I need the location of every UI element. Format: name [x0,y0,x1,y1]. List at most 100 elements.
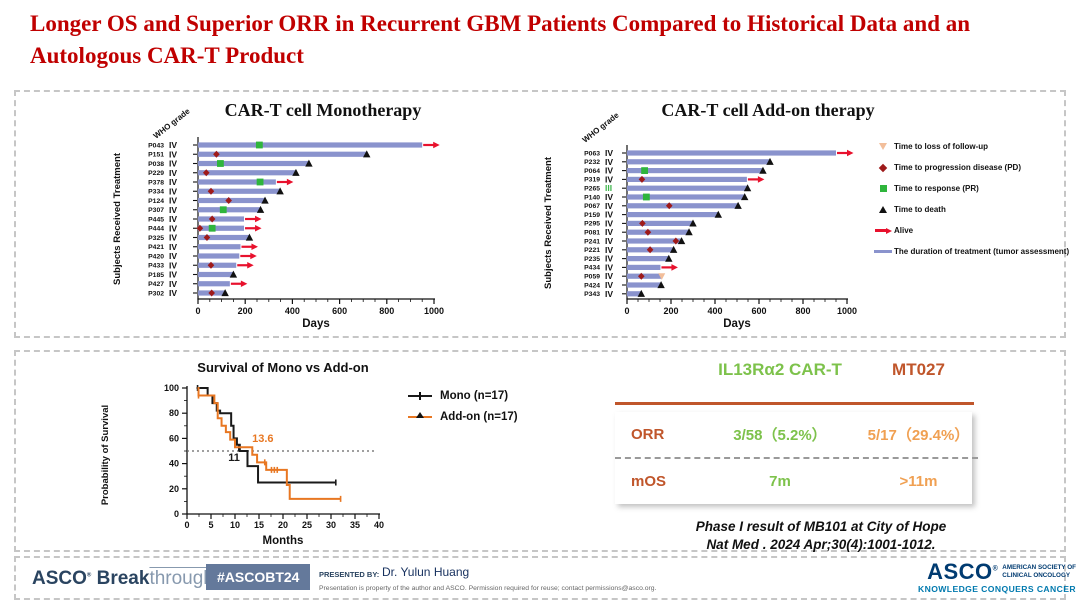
km-y-axis-label: Probability of Survival [100,405,111,505]
alive-arrow-head [251,243,258,251]
asco-logo-tagline: KNOWLEDGE CONQUERS CANCER [917,584,1076,594]
square-icon [872,185,894,192]
death-marker [229,270,238,278]
patient-id: P302 [148,290,164,297]
km-x-axis-label: Months [263,535,304,547]
patient-id: P427 [148,281,164,288]
death-marker [759,166,767,174]
mos-value-il13ra2: 7m [769,473,791,490]
pd-marker [639,219,646,227]
treatment-bar [627,212,719,218]
x-tick-label: 400 [707,306,722,316]
patient-id: P433 [148,263,164,270]
death-marker [256,205,265,213]
patient-id: P420 [148,253,164,260]
km-chart-title: Survival of Mono vs Add-on [197,360,368,375]
who-grade: IV [169,140,177,150]
who-grade: IV [605,289,613,299]
who-grade: IV [605,157,613,167]
orr-value-mt027: 5/17（29.4%） [867,427,970,444]
patient-id: P232 [584,159,600,166]
treatment-bar [627,264,661,270]
alive-arrow-head [671,264,678,271]
triangle-up-icon [872,206,894,213]
treatment-bar [627,256,669,262]
patient-id: P038 [148,161,164,168]
who-grade: IV [169,205,177,215]
death-marker [363,150,371,158]
death-marker [305,159,313,167]
legend-item: Time to loss of follow-up [872,136,1072,157]
who-grade: IV [169,251,177,261]
km-y-tick-label: 80 [169,408,179,418]
death-marker [669,245,678,253]
pr-marker [642,193,650,201]
treatment-bar [198,188,281,194]
who-grade: IV [605,227,613,237]
treatment-bar [198,281,230,287]
treatment-bar [198,216,245,222]
patient-id: P421 [148,244,164,251]
line-icon [872,250,894,253]
km-x-tick-label: 25 [302,520,312,530]
who-grade: IV [169,196,177,206]
brand-through: through [149,568,214,589]
legend-item: Time to response (PR) [872,178,1072,199]
treatment-bar [627,238,682,244]
slide-title-line2: Autologous CAR-T Product [30,43,304,69]
x-tick-label: 200 [663,306,678,316]
legend-label: Time to response (PR) [894,184,979,193]
who-grade: IV [605,174,613,184]
loss-marker [658,273,666,280]
patient-id: P124 [148,198,164,205]
who-grade: IV [169,149,177,159]
who-grade: IV [169,270,177,280]
who-grade: IV [169,223,177,233]
alive-arrow-head [255,224,262,232]
pr-marker [256,178,264,186]
death-marker [637,289,645,297]
who-grade: IV [605,271,613,281]
pr-marker [219,206,227,214]
who-grade: IV [605,166,613,176]
x-tick-label: 200 [238,306,253,316]
death-marker [276,187,284,195]
treatment-bar [198,207,261,213]
death-marker [261,196,269,204]
death-marker [677,237,686,245]
death-marker [665,254,673,262]
patient-id: P343 [584,291,600,298]
patient-id: P151 [148,152,164,159]
who-grade: IV [605,254,613,264]
citation-line1: Phase I result of MB101 at City of Hope [695,519,947,534]
legend-item: Time to progression disease (PD) [872,157,1072,178]
brand-asco: ASCO [32,568,87,589]
comparison-divider [615,457,978,459]
patient-id: P221 [584,247,600,254]
treatment-bar [198,151,367,157]
citation-line2: Nat Med . 2024 Apr;30(4):1001-1012. [706,537,936,553]
comparison-header: IL13Rα2 CAR-T MT027 [615,360,972,380]
death-marker [292,168,300,176]
patient-id: P424 [584,282,600,289]
alive-arrow-head [757,176,765,183]
comparison-row-orr: ORR 3/58（5.2%） 5/17（29.4%） [615,412,972,457]
comparison-header-spacer [615,360,695,380]
patient-id: P185 [148,272,164,279]
patient-id: P241 [584,238,600,245]
legend-label: Time to loss of follow-up [894,142,989,151]
patient-id: P229 [148,170,164,177]
treatment-bar [627,229,690,235]
treatment-bar [198,262,237,268]
alive-arrow-head [255,215,262,223]
orr-value-il13ra2: 3/58（5.2%） [733,427,827,444]
asco-logo: ASCO® AMERICAN SOCIETY OF CLINICAL ONCOL… [904,561,1076,595]
x-axis-label: Days [302,318,330,330]
who-grade: IV [605,192,613,202]
who-grade: IV [605,236,613,246]
patient-id: P067 [584,203,600,210]
diamond-icon [872,163,894,172]
patient-id: P265 [584,186,600,193]
triangle-down-icon [872,143,894,150]
